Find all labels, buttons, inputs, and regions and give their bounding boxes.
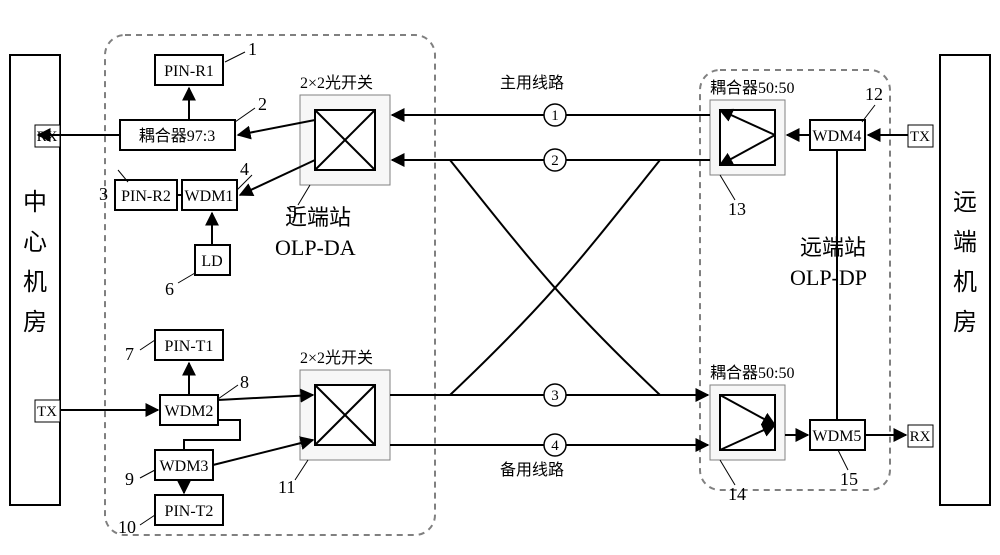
wdm1-label: WDM1 [185,188,234,205]
tx-right-label: TX [910,129,930,145]
center-room: 中 心 机 房 [10,55,60,505]
wdm1-box: WDM1 [182,180,237,210]
line-wdm2-sw-a [218,395,313,400]
remote-room-l1: 远 [953,190,977,216]
callout-1-num: 1 [248,39,257,59]
callout-8-num: 8 [240,372,249,392]
wdm5-label: WDM5 [813,428,862,445]
callout-8: 8 [218,372,249,399]
coupler-bot-label: 耦合器50:50 [710,364,794,382]
tx-right: TX [908,125,933,147]
callout-13-num: 13 [728,199,746,219]
circle-2: 2 [544,149,566,171]
circle-1: 1 [544,104,566,126]
switch-top-label: 2×2光开关 [300,74,373,92]
wdm2-box: WDM2 [160,395,218,425]
cross-1-4 [450,160,660,395]
rx-right-label: RX [910,429,931,445]
ld-box: LD [195,245,230,275]
pin-r1-box: PIN-R1 [155,55,223,85]
near-station-l2: OLP-DA [275,235,356,260]
circle-4: 4 [544,434,566,456]
callout-3-num: 3 [99,184,108,204]
pin-r2-box: PIN-R2 [115,180,177,210]
switch-bot [300,370,390,460]
pin-t1-label: PIN-T1 [165,338,214,355]
pin-t1-box: PIN-T1 [155,330,223,360]
remote-room-l4: 房 [953,309,977,336]
callout-9: 9 [125,469,155,489]
remote-room: 远 端 机 房 [940,55,990,505]
far-station-l2: OLP-DP [790,265,867,290]
callout-4: 4 [237,159,252,190]
callout-9-num: 9 [125,469,134,489]
main-line-label: 主用线路 [500,74,564,92]
callout-11: 11 [278,460,308,497]
callout-7: 7 [125,340,155,364]
switch-bot-label: 2×2光开关 [300,349,373,367]
callout-2-num: 2 [258,94,267,114]
ld-label: LD [201,253,222,270]
tx-left-label: TX [37,404,57,420]
callout-6-num: 6 [165,279,174,299]
circle-4-label: 4 [551,438,559,454]
callout-4-num: 4 [240,159,249,179]
callout-7-num: 7 [125,344,134,364]
pin-r2-label: PIN-R2 [121,188,171,205]
cross-2-3 [450,160,660,395]
backup-line-label: 备用线路 [500,461,564,479]
pin-t2-label: PIN-T2 [165,503,214,520]
callout-11-num: 11 [278,477,295,497]
coupler-top-label: 耦合器50:50 [710,79,794,97]
wdm4-box: WDM4 [810,120,865,150]
wdm4-label: WDM4 [813,128,862,145]
remote-room-l2: 端 [953,229,977,256]
rx-right: RX [908,425,933,447]
coupler-top [710,100,785,175]
circle-3: 3 [544,384,566,406]
wdm3-box: WDM3 [155,450,213,480]
circle-2-label: 2 [551,153,559,169]
coupler-bot [710,385,785,460]
callout-12: 12 [862,84,883,122]
pin-r1-label: PIN-R1 [164,63,214,80]
callout-1: 1 [225,39,257,62]
center-room-l2: 心 [23,230,47,256]
far-station-l1: 远端站 [800,235,866,260]
rx-left-label: RX [37,129,58,145]
wdm2-label: WDM2 [165,403,214,420]
callout-10: 10 [118,515,155,537]
coupler-973-box: 耦合器97:3 [120,120,235,150]
callout-15: 15 [838,450,858,489]
tx-left: TX [35,400,60,422]
pin-t2-box: PIN-T2 [155,495,223,525]
callout-12-num: 12 [865,84,883,104]
callout-15-num: 15 [840,469,858,489]
center-room-l1: 中 [23,189,47,216]
callout-2: 2 [235,94,267,122]
circle-1-label: 1 [551,108,559,124]
callout-14: 14 [720,460,746,504]
circle-3-label: 3 [551,388,559,404]
coupler-973-label: 耦合器97:3 [139,127,215,145]
callout-10-num: 10 [118,517,136,537]
center-room-l4: 房 [23,309,47,336]
callout-14-num: 14 [728,484,746,504]
remote-room-l3: 机 [953,269,977,296]
callout-13: 13 [720,175,746,219]
center-room-l3: 机 [23,269,47,296]
line-wdm3-swb [213,440,313,465]
wdm5-box: WDM5 [810,420,865,450]
callout-6: 6 [165,273,195,299]
switch-top [300,95,390,185]
callout-5-num: 5 [288,202,297,222]
wdm3-label: WDM3 [160,458,209,475]
